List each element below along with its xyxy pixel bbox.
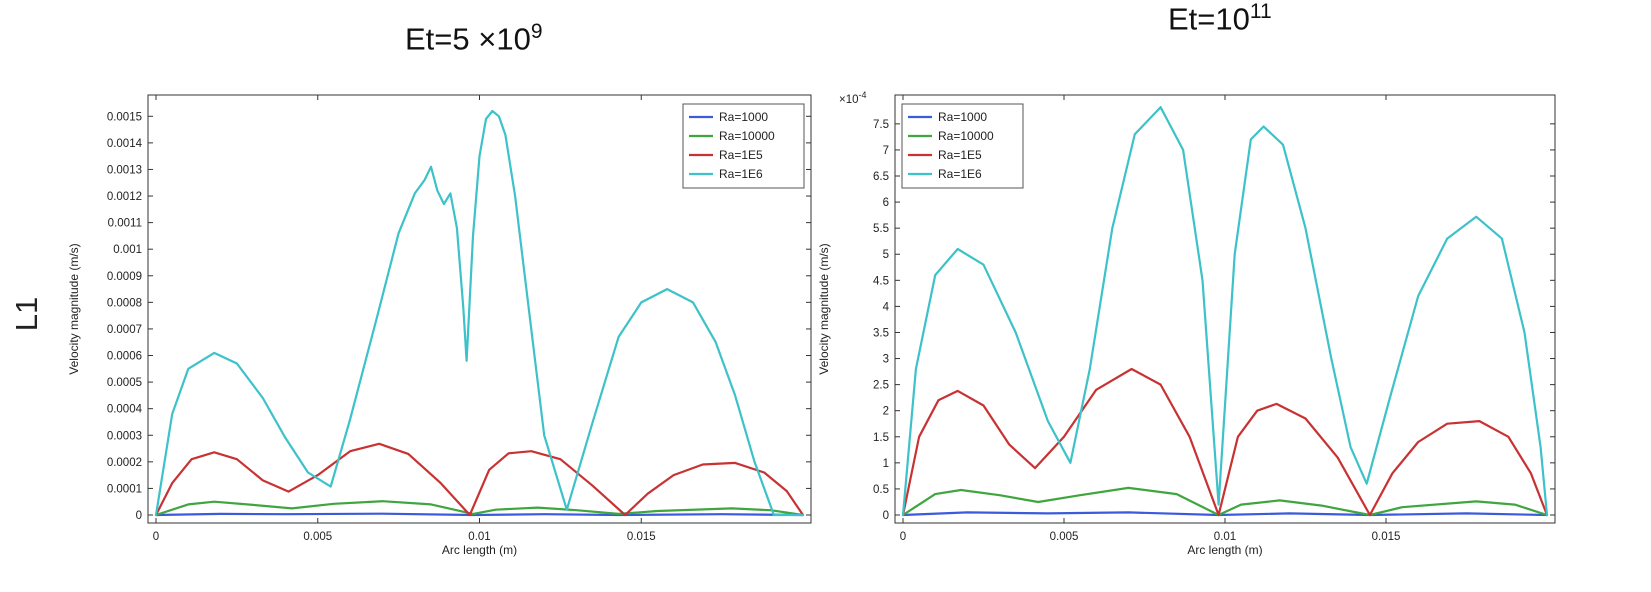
y-axis-label: Velocity magnitude (m/s)	[817, 243, 831, 374]
y-tick-label: 0.0007	[107, 324, 142, 336]
y-tick-label: 0.0011	[108, 218, 142, 230]
y-tick-label: 0.0014	[107, 138, 143, 150]
y-tick-label: 7.5	[873, 119, 889, 131]
x-axis-label: Arc length (m)	[1187, 543, 1262, 557]
x-tick-label: 0.01	[468, 531, 490, 543]
x-tick-label: 0	[900, 531, 906, 543]
x-tick-label: 0.005	[303, 531, 332, 543]
series-line-ra-1e6	[901, 106, 1549, 517]
chart-title-left: Et=5 ×109	[405, 20, 543, 57]
y-tick-label: 0.001	[113, 244, 142, 256]
y-tick-label: 2.5	[873, 380, 889, 392]
y-axis-label: Velocity magnitude (m/s)	[67, 243, 81, 374]
legend-label: Ra=1E5	[938, 148, 982, 162]
y-tick-label: 0.0008	[107, 297, 142, 309]
y-tick-label: 0.0003	[107, 430, 142, 442]
y-tick-label: 0.0001	[107, 483, 142, 495]
y-tick-label: 0	[136, 510, 142, 522]
y-tick-label: 0.0002	[107, 457, 142, 469]
y-tick-label: 7	[883, 145, 889, 157]
legend-label: Ra=1E6	[719, 167, 763, 181]
y-tick-label: 4	[883, 301, 890, 313]
x-tick-label: 0.015	[1372, 531, 1401, 543]
y-tick-label: 0.0015	[107, 111, 142, 123]
y-axis-multiplier: ×10-4	[839, 90, 867, 106]
series-line-ra-1000	[154, 512, 805, 517]
x-tick-label: 0.015	[627, 531, 656, 543]
y-tick-label: 0.0006	[107, 351, 142, 363]
y-tick-label: 6.5	[873, 171, 889, 183]
chart-title-right-base: Et=10	[1168, 1, 1250, 37]
y-tick-label: 5.5	[873, 223, 889, 235]
chart-title-right: Et=1011	[1168, 0, 1272, 37]
y-tick-label: 0	[883, 510, 889, 522]
legend-label: Ra=1000	[938, 110, 987, 124]
y-tick-label: 5	[883, 249, 889, 261]
y-tick-label: 2	[883, 406, 889, 418]
legend-label: Ra=10000	[938, 129, 994, 143]
y-tick-label: 0.0005	[107, 377, 142, 389]
chart-title-left-base: Et=5 ×10	[405, 21, 531, 57]
series-line-ra-1e5	[154, 442, 805, 517]
y-tick-label: 0.5	[873, 484, 889, 496]
y-tick-label: 6	[883, 197, 889, 209]
y-tick-label: 4.5	[873, 275, 889, 287]
legend-label: Ra=1E5	[719, 148, 763, 162]
series-line-ra-1e6	[154, 109, 805, 517]
chart-title-left-exponent: 9	[530, 20, 543, 43]
x-tick-label: 0.01	[1214, 531, 1236, 543]
series-line-ra-1e5	[901, 367, 1549, 517]
y-tick-label: 3.5	[873, 327, 889, 339]
legend-label: Ra=10000	[719, 129, 775, 143]
y-tick-label: 0.0013	[107, 164, 142, 176]
x-tick-label: 0.005	[1050, 531, 1079, 543]
y-tick-label: 0.0004	[107, 404, 143, 416]
chart-1: 0 0.0001 0.0002 0.0003 0.0004 0.0005 0.0006 0.0…	[67, 94, 812, 557]
chart-2: 0 0.5 1 1.5 2 2.5 3 3.5 4 4.5 5 5.5 6 6.5 7 7.5 0 0.005 0.…	[817, 90, 1556, 557]
y-tick-label: 3	[883, 354, 889, 366]
legend-label: Ra=1E6	[938, 167, 982, 181]
x-axis-label: Arc length (m)	[442, 543, 517, 557]
chart-title-right-exponent: 11	[1249, 0, 1272, 23]
x-tick-label: 0	[153, 531, 159, 543]
y-tick-label: 1	[883, 458, 889, 470]
y-tick-label: 0.0009	[107, 271, 142, 283]
series-line-ra-10000	[154, 500, 805, 517]
y-tick-label: 0.0012	[107, 191, 142, 203]
y-tick-label: 1.5	[873, 432, 889, 444]
legend-label: Ra=1000	[719, 110, 768, 124]
y-axis-multiplier-exponent: -4	[859, 90, 867, 100]
